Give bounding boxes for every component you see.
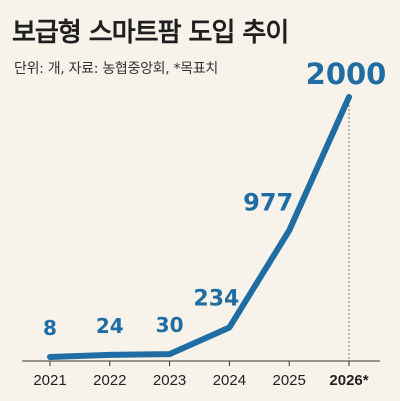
data-point	[49, 355, 51, 358]
data-label: 977	[243, 189, 293, 217]
data-label: 8	[43, 316, 57, 340]
page-title: 보급형 스마트팜 도입 추이	[12, 18, 289, 48]
data-point	[228, 326, 231, 329]
data-point	[108, 353, 111, 356]
axis-layer	[22, 360, 380, 366]
data-point	[288, 229, 291, 232]
data-point	[348, 96, 350, 98]
x-tick-label: 2026*	[329, 372, 368, 389]
x-tick-label: 2025	[273, 372, 306, 389]
data-label: 30	[156, 313, 184, 337]
data-point	[168, 353, 171, 356]
data-label: 2000	[306, 57, 387, 91]
series-line	[47, 94, 352, 360]
data-label: 24	[96, 314, 124, 338]
data-label-layer: 8 24 30 234 977 2000	[43, 57, 386, 340]
x-tick-label: 2024	[213, 372, 246, 389]
x-tick-label: 2023	[153, 372, 186, 389]
x-tick-label: 2022	[93, 372, 126, 389]
data-label: 234	[193, 286, 239, 311]
chart-subtitle: 단위: 개, 자료: 농협중앙회, *목표치	[14, 61, 218, 77]
line-layer	[47, 94, 352, 360]
tick-label-layer: 2021 2022 2023 2024 2025 2026*	[33, 372, 368, 389]
x-tick-label: 2021	[33, 372, 66, 389]
